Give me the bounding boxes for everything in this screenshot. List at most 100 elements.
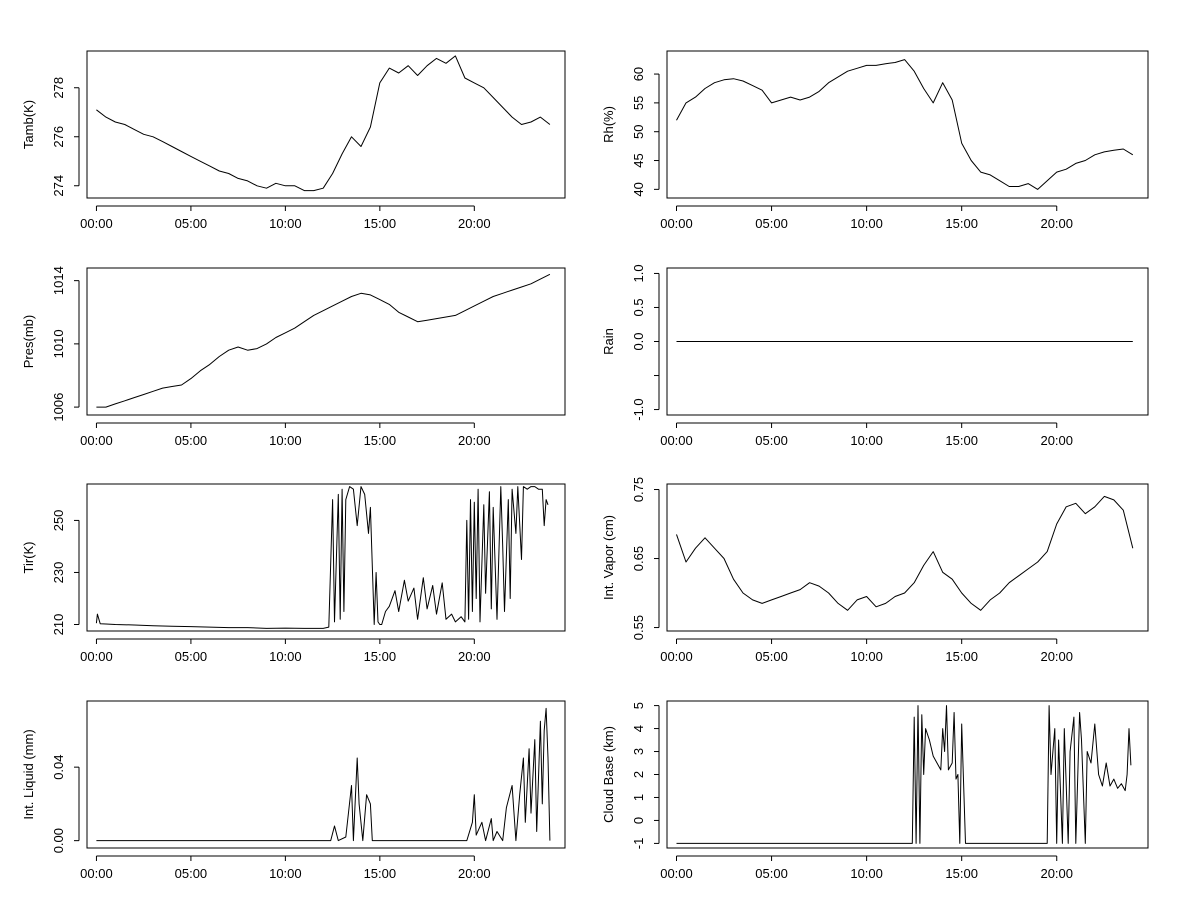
x-tick-label: 05:00: [175, 433, 208, 448]
y-axis-title: Rh(%): [601, 106, 616, 143]
y-tick-label: 0.00: [51, 828, 66, 853]
y-axis-title: Cloud Base (km): [601, 726, 616, 823]
x-tick-label: 00:00: [80, 649, 113, 664]
y-tick-label: 0.75: [631, 477, 646, 502]
y-tick-label: 50: [631, 124, 646, 138]
panel-6: 00:00 05:00 10:00 15:00 20:00 0.55 0.65 0.75 Int…: [601, 477, 1149, 664]
panel-8: 00:00 05:00 10:00 15:00 20:00 -1 0 1 2 3 4 5 Cloud B…: [601, 700, 1149, 881]
y-axis-title: Int. Liquid (mm): [21, 729, 36, 819]
y-tick-label: 2: [631, 771, 646, 778]
x-tick-label: 20:00: [1040, 216, 1073, 231]
x-tick-label: 15:00: [364, 433, 397, 448]
y-tick-label: 45: [631, 153, 646, 167]
x-tick-label: 20:00: [1040, 433, 1073, 448]
panel-7: 00:00 05:00 10:00 15:00 20:00 0.00 0.04 Int. Li…: [21, 700, 566, 881]
y-tick-label: 230: [51, 562, 66, 584]
x-tick-label: 20:00: [1040, 866, 1073, 881]
x-tick-label: 10:00: [850, 433, 883, 448]
series-line: [96, 273, 551, 408]
y-axis-title: Rain: [601, 328, 616, 355]
x-tick-label: 05:00: [175, 649, 208, 664]
series-line: [676, 59, 1134, 190]
x-tick-label: 05:00: [175, 216, 208, 231]
panel-1: 00:00 05:00 10:00 15:00 20:00 274 276 278 Tamb(K…: [21, 50, 566, 231]
x-tick-label: 15:00: [945, 216, 978, 231]
series-line: [95, 486, 549, 629]
x-tick-label: 15:00: [945, 433, 978, 448]
y-tick-label: 1014: [51, 266, 66, 295]
x-tick-label: 10:00: [269, 433, 302, 448]
x-tick-label: 15:00: [364, 866, 397, 881]
y-axis-title: Int. Vapor (cm): [601, 515, 616, 600]
y-tick-label: 0.55: [631, 615, 646, 640]
y-tick-label: 3: [631, 748, 646, 755]
x-tick-label: 10:00: [850, 649, 883, 664]
panel-4: 00:00 05:00 10:00 15:00 20:00 -1.0 0.0 0.5 1.0 Ra…: [601, 264, 1149, 448]
y-tick-label: 1: [631, 794, 646, 801]
x-tick-label: 05:00: [755, 433, 788, 448]
x-tick-label: 10:00: [269, 866, 302, 881]
x-tick-label: 00:00: [80, 866, 113, 881]
y-axis-title: Tir(K): [21, 541, 36, 573]
x-tick-label: 20:00: [458, 433, 491, 448]
x-tick-label: 15:00: [945, 866, 978, 881]
panel-3: 00:00 05:00 10:00 15:00 20:00 1006 1010 1014 Pre…: [21, 266, 566, 448]
x-tick-label: 00:00: [80, 433, 113, 448]
y-tick-label: 1006: [51, 393, 66, 422]
y-tick-label: 0.5: [631, 298, 646, 316]
x-tick-label: 20:00: [458, 216, 491, 231]
x-tick-label: 05:00: [755, 866, 788, 881]
y-tick-label: 278: [51, 77, 66, 99]
panel-2: 00:00 05:00 10:00 15:00 20:00 40 45 50 55 60 Rh(%): [601, 50, 1149, 231]
y-axis-title: Tamb(K): [21, 100, 36, 149]
plot-frame: [86, 700, 566, 849]
x-tick-label: 00:00: [660, 649, 693, 664]
y-tick-label: 60: [631, 67, 646, 81]
x-tick-label: 05:00: [755, 216, 788, 231]
x-tick-label: 20:00: [458, 866, 491, 881]
y-tick-label: 0.0: [631, 332, 646, 350]
y-tick-label: 55: [631, 96, 646, 110]
plot-frame: [666, 267, 1149, 416]
plot-frame: [86, 267, 566, 416]
x-tick-label: 10:00: [269, 649, 302, 664]
x-tick-label: 10:00: [850, 866, 883, 881]
y-tick-label: 0.65: [631, 546, 646, 571]
y-tick-label: 1010: [51, 329, 66, 358]
series-line: [676, 705, 1132, 844]
plot-frame: [666, 483, 1149, 632]
plot-frame: [86, 483, 566, 632]
y-axis-title: Pres(mb): [21, 315, 36, 368]
x-tick-label: 00:00: [660, 433, 693, 448]
y-tick-label: 0.04: [51, 754, 66, 779]
y-tick-label: 276: [51, 126, 66, 148]
series-line: [676, 495, 1134, 611]
y-tick-label: 1.0: [631, 264, 646, 282]
x-tick-label: 05:00: [755, 649, 788, 664]
panel-5: 00:00 05:00 10:00 15:00 20:00 210 230 250 Tir(K): [21, 483, 566, 664]
y-tick-label: 0: [631, 817, 646, 824]
y-tick-label: 250: [51, 510, 66, 532]
y-tick-label: 5: [631, 702, 646, 709]
x-tick-label: 15:00: [945, 649, 978, 664]
x-tick-label: 00:00: [80, 216, 113, 231]
plot-frame: [666, 700, 1149, 849]
plot-frame: [666, 50, 1149, 199]
series-line: [96, 55, 551, 192]
x-tick-label: 00:00: [660, 216, 693, 231]
x-tick-label: 15:00: [364, 216, 397, 231]
x-tick-label: 20:00: [1040, 649, 1073, 664]
y-tick-label: -1.0: [631, 398, 646, 420]
x-tick-label: 20:00: [458, 649, 491, 664]
series-line: [96, 707, 551, 842]
y-tick-label: 274: [51, 175, 66, 197]
plot-frame: [86, 50, 566, 199]
x-tick-label: 10:00: [269, 216, 302, 231]
y-tick-label: 210: [51, 614, 66, 636]
x-tick-label: 05:00: [175, 866, 208, 881]
y-tick-label: -1: [631, 838, 646, 850]
x-tick-label: 10:00: [850, 216, 883, 231]
y-tick-label: 4: [631, 725, 646, 732]
y-tick-label: 40: [631, 182, 646, 196]
